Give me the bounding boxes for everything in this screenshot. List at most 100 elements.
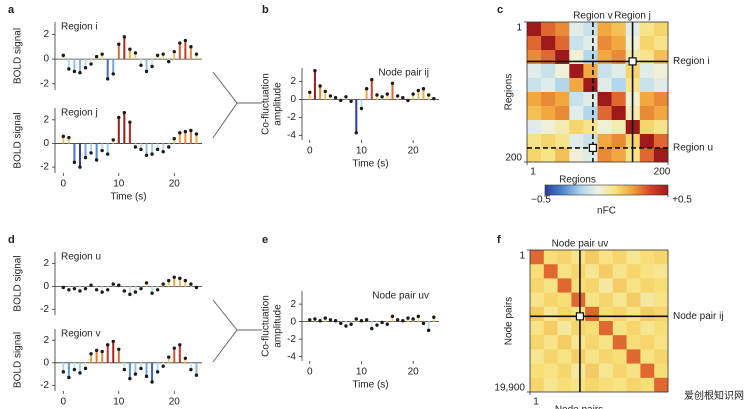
heatmap-cell [583,78,598,93]
x-tick-label: 20 [169,179,181,190]
y-tick-label: -4 [287,130,296,141]
heatmap-cell [599,363,614,379]
stem-dot [339,98,343,103]
heatmap-cell [654,306,669,322]
heatmap-cell [654,292,669,308]
heatmap-cell [543,306,558,322]
stem-dot [133,145,138,149]
stem-dot [364,318,369,322]
stem-dot [308,90,312,95]
heatmap-cell [530,363,545,379]
heatmap-cell [626,292,641,308]
bracket-bottom [212,299,262,363]
stem-dot [432,315,436,319]
y-tick-label: 0 [43,357,49,368]
stem-dot [72,367,77,372]
stem-dot [111,339,115,344]
stem-dot [318,84,322,88]
heatmap-cell [654,278,669,293]
heatmap-cell [555,148,570,163]
heatmap-cell [555,92,570,107]
heatmap-cell [569,134,584,149]
heatmap-cell [597,148,612,163]
matrix-border [529,249,669,393]
stem-dot [421,321,426,326]
stem-dot [78,165,82,169]
heatmap-cell [599,264,614,279]
heatmap-cell [640,264,655,279]
stem-dot [426,328,431,333]
heatmap-cell [569,78,584,93]
stem-dot [189,282,193,286]
y-tick-label: 2 [43,258,49,269]
heatmap-cell [611,120,626,135]
heatmap-cell [530,335,545,350]
stem-dot [94,158,99,162]
stem-dot [117,283,121,287]
heatmap-cell [555,64,570,79]
heatmap-cell [585,349,600,364]
heatmap-cell [557,377,572,393]
heatmap-cell [571,377,586,393]
heatmap-cell [585,321,600,336]
heatmap-cell [597,36,612,51]
heatmap-cell [597,134,612,149]
stem-dot [72,160,77,165]
stem-dot [128,376,132,381]
panel-label: e [262,234,268,246]
stem-dot [359,319,364,323]
x-tick-label: 0 [307,367,313,378]
x-axis-label: Time (s) [352,380,388,391]
stem-dot [167,59,171,64]
stem-dot [61,285,66,290]
heatmap-cell [530,278,545,293]
stem-dot [122,289,127,293]
heatmap-cell [585,335,600,350]
stem-dot [100,148,104,153]
heatmap-cell [557,349,572,364]
heatmap-cell [541,148,556,163]
stem-dot [61,370,66,374]
heatmap-cell [555,36,570,51]
heatmap-cell [585,264,600,279]
stem-dot [133,51,138,55]
heatmap-cell [597,64,612,79]
heatmap-cell [654,335,669,350]
heatmap-cell [585,377,600,393]
heatmap-cell [640,335,655,350]
heatmap-cell [626,335,641,350]
y-tick-label: 1 [516,23,522,34]
y-axis-label: Co-fluctuation [261,295,272,357]
stem-dot [189,45,193,49]
stem-dot [155,370,160,374]
stem-dot [318,319,322,323]
heatmap-cell [530,349,545,364]
heatmap-cell [543,321,558,336]
stem-dot [139,147,143,152]
heatmap-cell [626,250,641,265]
heatmap-cell [639,92,655,107]
stem-dot [364,87,369,91]
stem-dot [67,288,71,292]
heatmap-cell [571,250,586,265]
x-axis-label: Time (s) [352,159,388,170]
heatmap-cell [541,36,556,51]
y-tick-label: 2 [290,299,296,310]
heatmap-cell [543,349,558,364]
stem-dot [172,275,176,279]
heatmap-cell [654,264,669,279]
heatmap-cell [599,335,614,350]
stem-dot [144,69,149,74]
y-axis-label: BOLD signal [13,332,24,388]
stem-dot [172,346,176,350]
stem-dot [61,53,66,58]
highlight-label: Region j [614,11,651,22]
heatmap-cell [555,22,570,37]
heatmap-cell [653,120,669,135]
stem-dot [117,115,121,120]
heatmap-cell [612,250,627,265]
stem-dot [117,42,121,46]
heatmap-cell [640,306,655,322]
heatmap-cell [583,92,598,107]
